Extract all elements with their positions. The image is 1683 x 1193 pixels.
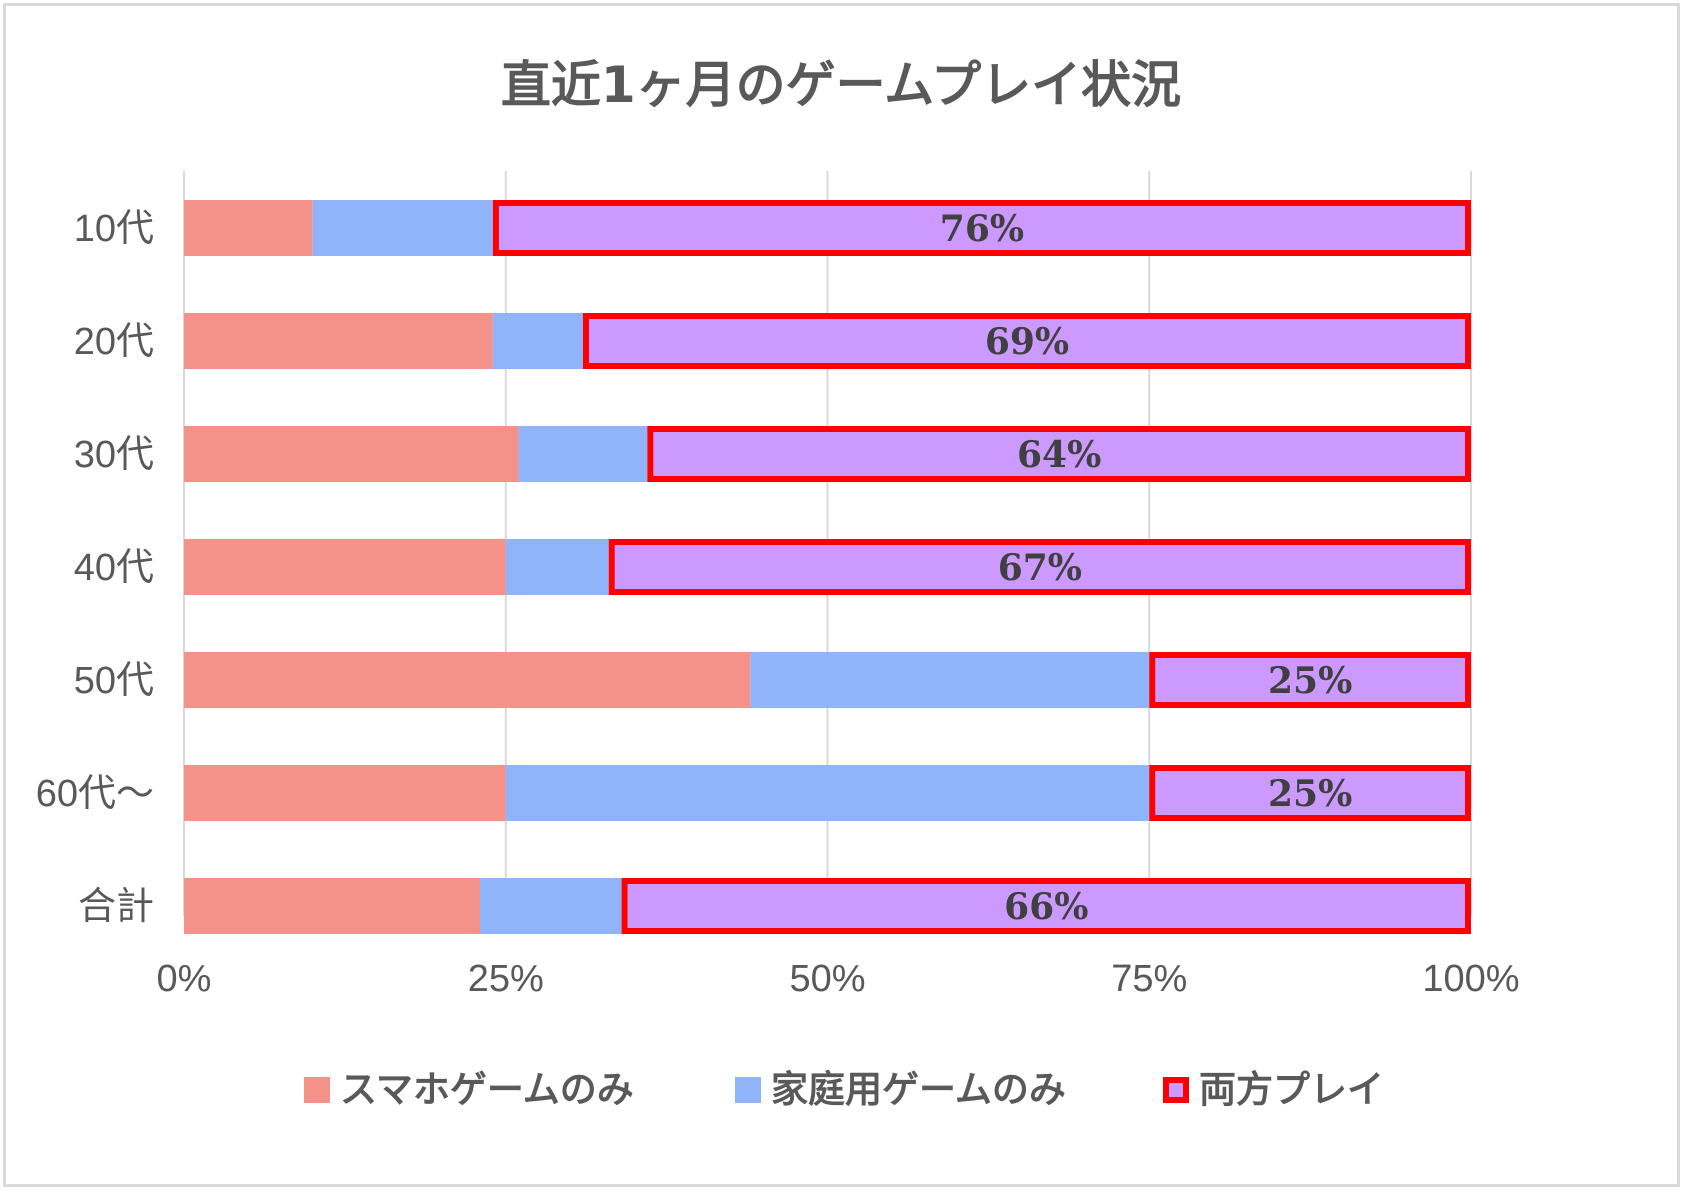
data-label: 69%	[985, 321, 1069, 363]
category-label: 20代	[74, 321, 154, 363]
data-label: 67%	[998, 547, 1082, 589]
x-tick-label: 50%	[789, 958, 865, 1000]
x-tick-label: 0%	[157, 958, 212, 1000]
data-labels: 76% 69% 64% 67% 25% 25% 66%	[940, 208, 1352, 928]
data-label: 76%	[940, 208, 1024, 250]
category-label: 50代	[74, 660, 154, 702]
chart-title: 直近1ヶ月のゲームプレイ状況	[501, 56, 1181, 114]
legend-label: 両方プレイ	[1199, 1068, 1384, 1111]
bar-segment-smartphone	[184, 313, 493, 369]
bar-segment-smartphone	[184, 765, 506, 821]
bars	[184, 200, 1471, 934]
bar-segment-both	[582, 313, 1471, 369]
bar-segment-both	[492, 200, 1471, 256]
legend-swatch	[1163, 1077, 1189, 1103]
category-label: 40代	[74, 547, 154, 589]
bar-segment-smartphone	[184, 426, 519, 482]
bar-segment-smartphone	[184, 539, 506, 595]
bar-segment-both	[621, 878, 1471, 934]
stacked-bar-chart: 直近1ヶ月のゲームプレイ状況 76% 69% 64% 67% 25% 25% 66% 10代…	[36, 56, 1520, 1111]
chart-container: 直近1ヶ月のゲームプレイ状況 76% 69% 64% 67% 25% 25% 66% 10代…	[3, 3, 1680, 1187]
bar-segment-console	[492, 313, 583, 369]
bar-segment-console	[518, 426, 648, 482]
bar-segment-console	[505, 539, 609, 595]
category-label: 合計	[78, 886, 154, 928]
legend: スマホゲームのみ 家庭用ゲームのみ 両方プレイ	[304, 1068, 1384, 1111]
category-label: 30代	[74, 434, 154, 476]
bar-segment-smartphone	[184, 878, 481, 934]
data-label: 66%	[1004, 886, 1088, 928]
data-label: 64%	[1017, 434, 1101, 476]
bar-segment-smartphone	[184, 652, 751, 708]
data-label: 25%	[1268, 660, 1352, 702]
legend-swatch	[735, 1077, 761, 1103]
bar-segment-console	[505, 765, 1150, 821]
legend-swatch	[304, 1077, 330, 1103]
legend-label: 家庭用ゲームのみ	[771, 1068, 1066, 1111]
category-label: 10代	[74, 208, 154, 250]
legend-label: スマホゲームのみ	[340, 1068, 634, 1111]
bar-segment-both	[647, 426, 1471, 482]
category-label: 60代～	[36, 773, 154, 815]
bar-segment-console	[480, 878, 622, 934]
x-tick-label: 25%	[468, 958, 544, 1000]
x-tick-label: 100%	[1422, 958, 1519, 1000]
bar-segment-console	[750, 652, 1150, 708]
x-tick-label: 75%	[1111, 958, 1187, 1000]
bar-segment-console	[312, 200, 493, 256]
bar-segment-smartphone	[184, 200, 313, 256]
category-axis: 10代 20代 30代 40代 50代 60代～ 合計	[36, 208, 154, 928]
data-label: 25%	[1268, 773, 1352, 815]
bar-segment-both	[1149, 652, 1471, 708]
value-axis: 0% 25% 50% 75% 100%	[157, 958, 1520, 1000]
bar-segment-both	[608, 539, 1471, 595]
bar-segment-both	[1149, 765, 1471, 821]
